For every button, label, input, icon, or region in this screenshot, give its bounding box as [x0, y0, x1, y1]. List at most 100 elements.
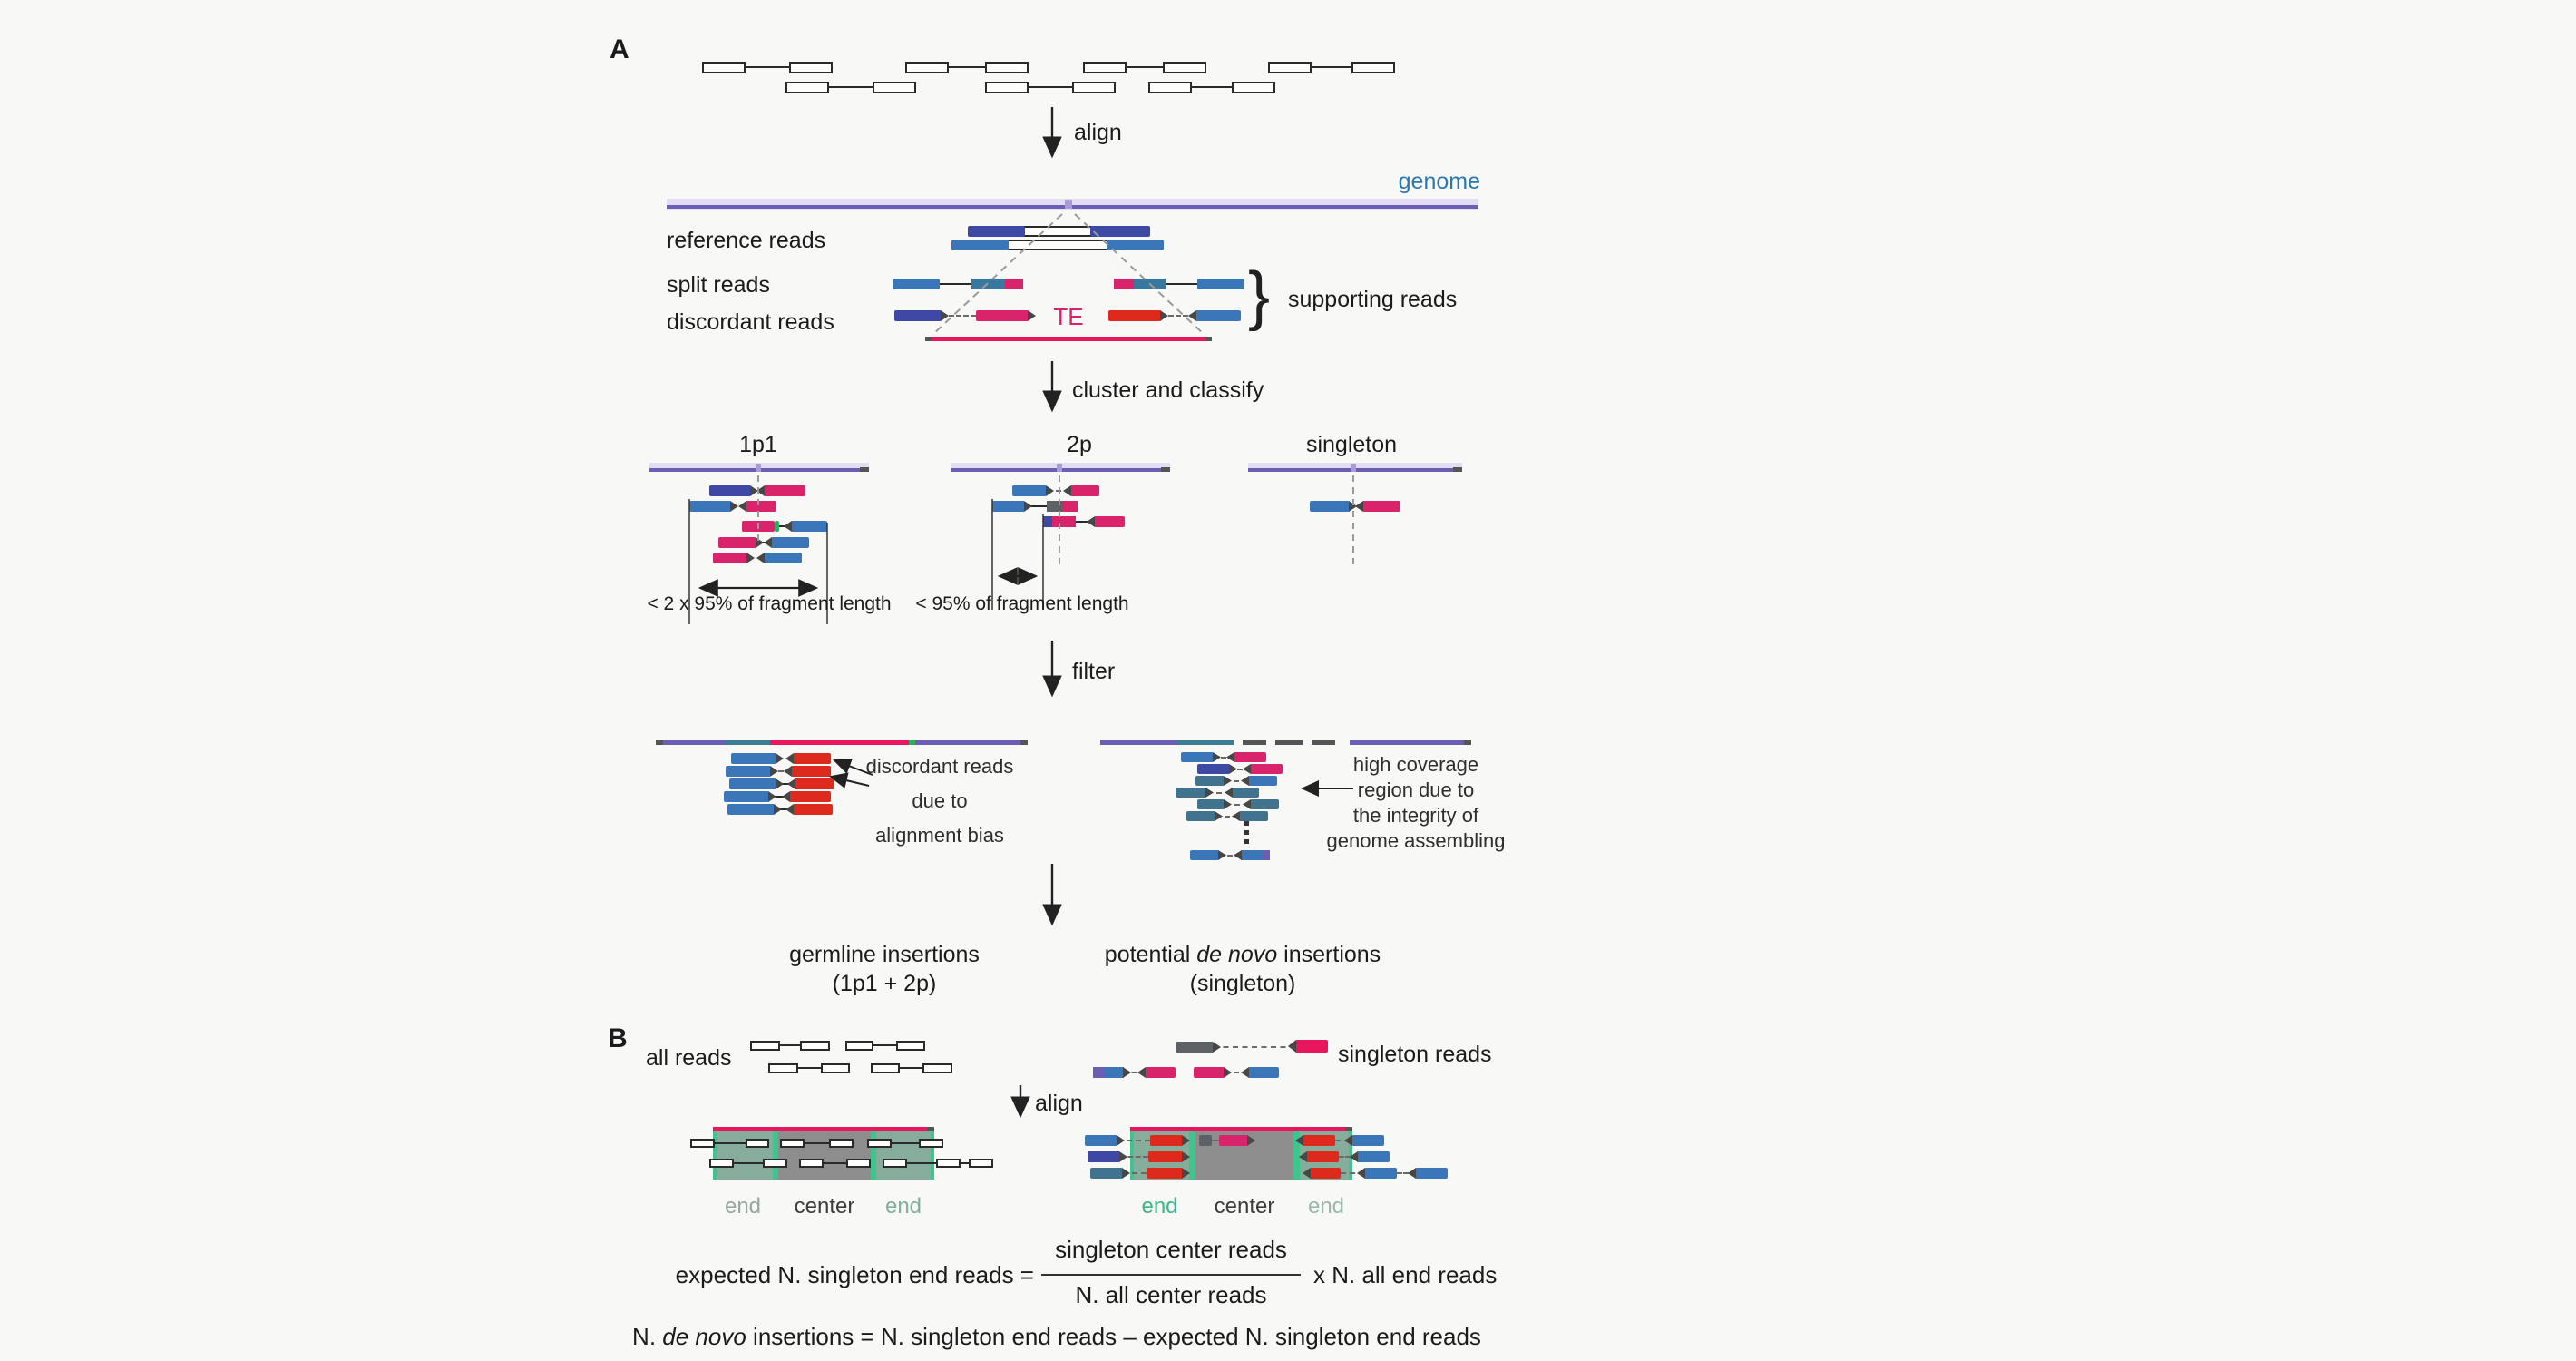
read [718, 537, 764, 548]
read-direction-tip [1226, 752, 1234, 762]
fragment-box [1072, 82, 1116, 93]
formula1-lhs: expected N. singleton end reads = [675, 1261, 1034, 1288]
read-direction-tip [1344, 1135, 1352, 1146]
fragment-box [867, 1139, 892, 1148]
fragment-box [1148, 82, 1192, 93]
te-cap [925, 337, 932, 341]
read-direction-tip [1241, 1067, 1249, 1078]
te-label: TE [1053, 303, 1084, 330]
fragment-box [905, 62, 949, 73]
read-direction-tip [1117, 1135, 1125, 1146]
read [1303, 1168, 1341, 1179]
read-direction-tip [1408, 1168, 1416, 1179]
read-direction-tip [1213, 752, 1221, 762]
read-direction-tip [1224, 1067, 1232, 1078]
b-left-te-line [713, 1127, 934, 1131]
denovo-italic: de novo [1196, 942, 1278, 967]
read-direction-tip [1224, 799, 1232, 809]
read [1195, 776, 1232, 786]
supporting-reads-label: supporting reads [1288, 287, 1458, 312]
ellipsis-dot [1244, 830, 1249, 835]
coverage-annotation-line1: high coverage [1352, 753, 1479, 776]
insertion-tick [1065, 200, 1072, 209]
read [1012, 485, 1054, 496]
group-singleton-label: singleton [1305, 432, 1398, 457]
align-label-a: align [1074, 120, 1122, 145]
read-pair-connector [907, 1162, 936, 1164]
fragment-box [829, 1139, 854, 1148]
read-pair-connector [949, 315, 976, 317]
read-segment [1263, 850, 1270, 860]
read [1197, 279, 1244, 289]
fragment-box [709, 1159, 734, 1168]
read [1088, 1151, 1127, 1162]
read-pair-connector [776, 758, 793, 759]
read-pair-connector [892, 1142, 919, 1144]
read [1147, 1168, 1190, 1179]
bias-pointer-arrow-2 [829, 772, 870, 788]
fragment-box [936, 1159, 961, 1168]
read-direction-tip [785, 804, 794, 815]
read [775, 521, 779, 532]
cap [1020, 740, 1028, 745]
bias-annotation-line3: alignment bias [875, 824, 1004, 847]
read-direction-tip [770, 766, 778, 777]
filter-label: filter [1072, 659, 1116, 684]
read-direction-tip [756, 537, 764, 548]
fragment-length-2p-label: < 95% of fragment length [915, 593, 1129, 614]
read [1090, 226, 1150, 237]
bias-pointer-arrow-1 [833, 758, 873, 776]
all-reads-label: all reads [646, 1045, 732, 1071]
read [1197, 799, 1232, 809]
read [785, 804, 833, 815]
read [1085, 1135, 1125, 1146]
read [1190, 850, 1226, 860]
read-pair-connector [1215, 816, 1239, 818]
tick-2p [1057, 464, 1062, 472]
read-pair-connector [769, 796, 789, 798]
read [1090, 1168, 1130, 1179]
read [894, 310, 949, 321]
read [1219, 1135, 1255, 1146]
read-pair-connector [1230, 769, 1250, 770]
zone-strip [1130, 1131, 1134, 1180]
read-pair-connector [873, 1044, 896, 1046]
fragment-box [985, 62, 1029, 73]
read-pair-connector [1127, 66, 1163, 68]
read-direction-tip [1355, 501, 1363, 512]
fragment-box [785, 82, 829, 93]
insertion-guide-right [1074, 213, 1205, 336]
read-segment [1093, 1067, 1104, 1078]
formula1-numerator: singleton center reads [1055, 1236, 1287, 1263]
read-pair-connector [780, 1044, 800, 1046]
read-direction-tip [1218, 850, 1226, 860]
singleton-reads-label: singleton reads [1338, 1042, 1492, 1067]
read-direction-tip [1063, 485, 1071, 496]
read-pair-connector [1124, 1072, 1145, 1073]
fragment-box [1351, 62, 1395, 73]
read [1107, 240, 1164, 250]
supporting-reads-brace: } [1248, 259, 1271, 332]
zone-end-label-left1: end [724, 1194, 762, 1219]
genome-seg-te [770, 740, 909, 745]
read [1243, 764, 1283, 774]
read [992, 501, 1032, 512]
cap [656, 740, 663, 745]
read [1093, 1067, 1131, 1078]
read-direction-tip [756, 553, 765, 563]
read-pair-connector [940, 283, 971, 285]
read [729, 778, 784, 789]
zone-strip [871, 1131, 876, 1180]
read [1299, 1151, 1339, 1162]
read [727, 804, 782, 815]
cluster-classify-label: cluster and classify [1072, 377, 1264, 403]
read-direction-tip [730, 501, 738, 512]
fragment-box [922, 1063, 952, 1073]
fragment-box [799, 1159, 824, 1168]
read-direction-tip [1119, 1151, 1127, 1162]
denovo-singleton-label: (singleton) [1189, 971, 1296, 996]
genome-seg-green [909, 740, 915, 745]
read-pair-connector [1192, 86, 1232, 88]
read [1181, 752, 1221, 762]
